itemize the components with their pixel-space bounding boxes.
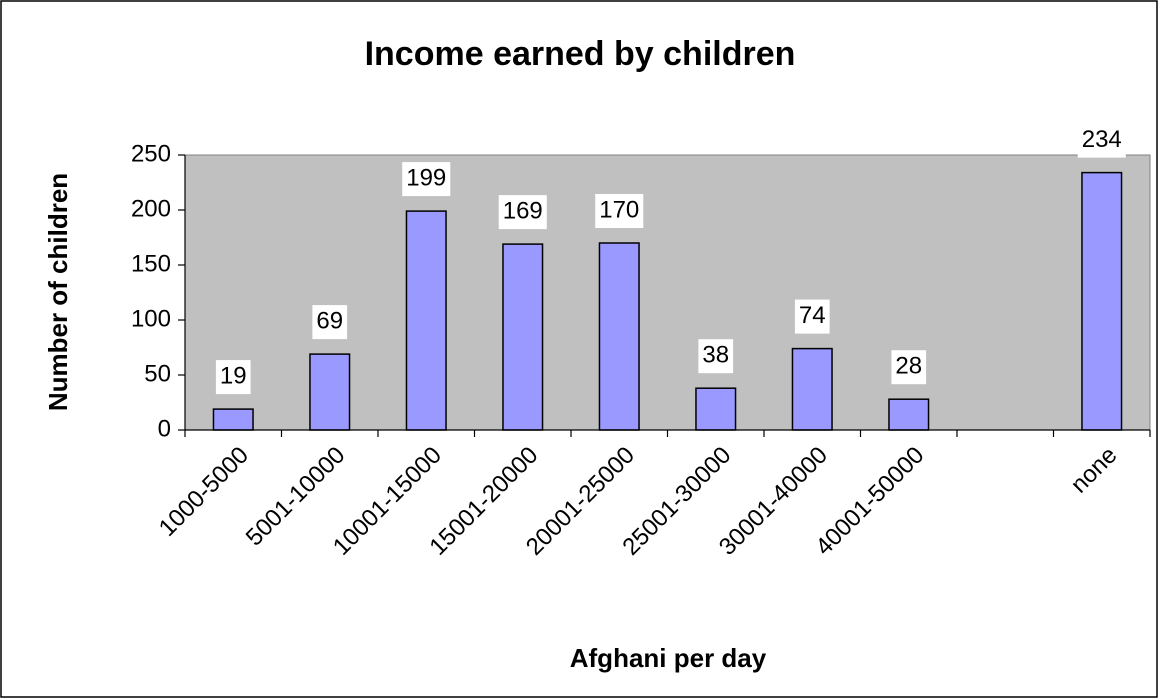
data-label-background <box>498 195 547 230</box>
y-tick-label: 100 <box>131 305 171 332</box>
y-tick-label: 200 <box>131 195 171 222</box>
data-label-background <box>1077 123 1126 158</box>
bar <box>309 353 351 431</box>
bar <box>791 347 833 431</box>
data-label: 170 <box>599 196 639 223</box>
bar <box>888 398 930 431</box>
bar <box>1081 171 1123 431</box>
x-axis-label: Afghani per day <box>570 643 767 673</box>
data-label: 199 <box>406 164 446 191</box>
y-tick-label: 250 <box>131 140 171 167</box>
y-axis-label: Number of children <box>43 173 73 411</box>
bar <box>502 243 544 431</box>
data-label: 234 <box>1082 126 1122 153</box>
chart-title: Income earned by children <box>365 35 796 73</box>
data-label-background <box>215 360 251 395</box>
data-label: 74 <box>799 302 826 329</box>
data-label-background <box>312 305 348 340</box>
data-label-background <box>402 162 451 197</box>
data-label-background <box>595 194 644 228</box>
data-label: 28 <box>895 353 922 380</box>
bar <box>212 408 254 431</box>
bar <box>405 210 447 431</box>
data-label: 69 <box>316 307 343 334</box>
y-tick-label: 150 <box>131 250 171 277</box>
data-label: 38 <box>702 342 729 369</box>
bar <box>598 242 640 431</box>
y-tick-label: 50 <box>144 360 171 387</box>
data-label: 19 <box>220 362 247 389</box>
data-label-background <box>698 339 734 374</box>
bar <box>695 387 737 431</box>
data-label-background <box>891 350 927 385</box>
data-label: 169 <box>503 197 543 224</box>
data-label-background <box>794 299 830 334</box>
y-tick-label: 0 <box>158 415 171 442</box>
